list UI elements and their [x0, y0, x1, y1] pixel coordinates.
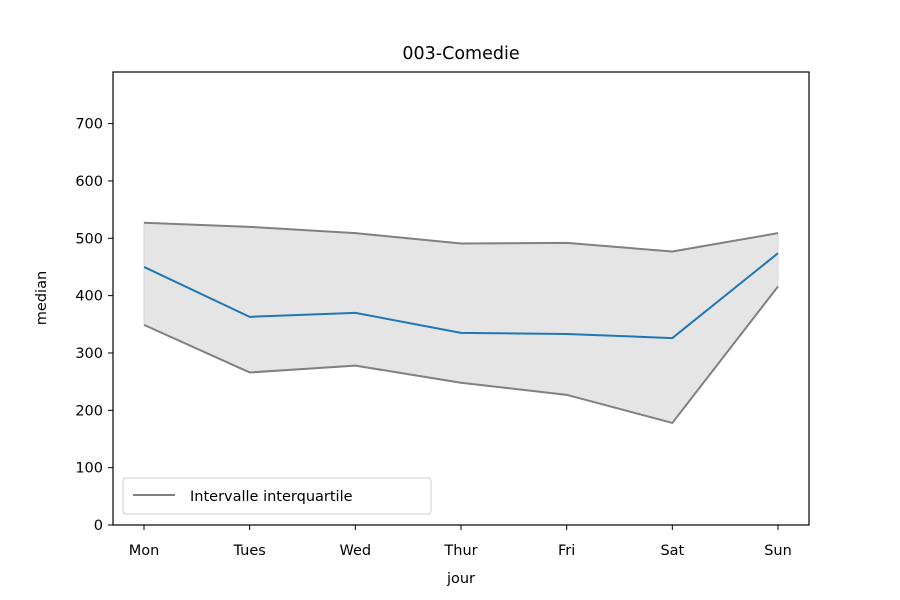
legend: Intervalle interquartile	[122, 477, 432, 515]
plot-area: Mon Tues Wed Thur Fri Sat Sun 0 100 200 300 400 500 6…	[75, 71, 810, 559]
x-tick-label: Sat	[660, 543, 684, 559]
y-tick-label: 200	[75, 403, 103, 419]
legend-entry: Intervalle interquartile	[190, 489, 353, 505]
y-tick-label: 600	[75, 174, 103, 190]
x-tick-label: Wed	[340, 543, 372, 559]
y-axis-label: median	[34, 271, 50, 325]
x-tick-label: Mon	[129, 543, 160, 559]
x-tick-label: Tues	[233, 543, 266, 559]
series-line-median	[143, 252, 779, 340]
series-line-q75	[143, 221, 779, 253]
x-tick-label: Thur	[443, 543, 477, 559]
y-tick-label: 500	[75, 231, 103, 247]
series-line-q25	[143, 285, 779, 424]
y-tick-label: 100	[75, 461, 103, 477]
y-tick-label: 700	[75, 117, 103, 133]
x-tick-label: Sun	[764, 543, 792, 559]
y-tick-label: 400	[75, 289, 103, 305]
iqr-band	[143, 222, 779, 424]
x-tick-label: Fri	[558, 543, 575, 559]
chart-title: 003-Comedie	[402, 44, 519, 64]
y-tick-label: 0	[94, 518, 103, 534]
y-tick-label: 300	[75, 346, 103, 362]
x-axis-label: jour	[446, 571, 475, 587]
legend-box	[122, 477, 432, 515]
